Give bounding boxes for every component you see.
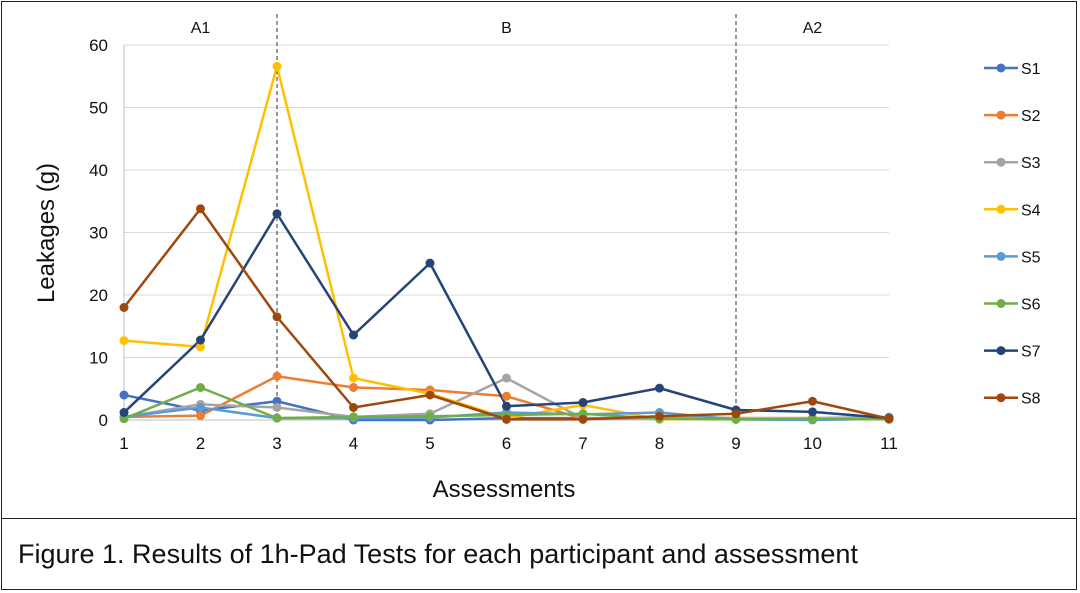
data-point-s1 bbox=[272, 396, 282, 406]
series-line-s4 bbox=[123, 65, 890, 421]
x-tick-label: 9 bbox=[731, 434, 740, 453]
data-point-s8 bbox=[731, 409, 741, 419]
data-point-s7 bbox=[808, 407, 817, 417]
data-point-s8 bbox=[502, 414, 511, 424]
x-tick-label: 7 bbox=[578, 434, 587, 453]
data-point-s8 bbox=[425, 390, 435, 400]
series-points bbox=[119, 61, 894, 425]
data-point-s7 bbox=[119, 408, 129, 417]
phase-label: A2 bbox=[803, 20, 823, 37]
data-point-s7 bbox=[578, 398, 588, 407]
data-point-s6 bbox=[808, 414, 817, 424]
data-point-s6 bbox=[425, 411, 435, 421]
phase-dividers bbox=[276, 14, 737, 420]
data-point-s8 bbox=[119, 303, 129, 312]
x-tick-label: 3 bbox=[272, 434, 281, 453]
data-point-s7 bbox=[655, 383, 664, 393]
data-point-s6 bbox=[272, 413, 282, 423]
legend-label-s3: S3 bbox=[1021, 155, 1041, 172]
legend-marker-s6 bbox=[996, 299, 1006, 308]
y-axis-title: Leakages (g) bbox=[33, 163, 60, 303]
caption-box: Figure 1. Results of 1h-Pad Tests for ea… bbox=[1, 518, 1077, 590]
data-point-s8 bbox=[655, 411, 664, 421]
data-point-s8 bbox=[808, 396, 817, 406]
y-tick-label: 40 bbox=[89, 161, 108, 180]
x-tick-label: 1 bbox=[119, 434, 128, 453]
gridlines bbox=[123, 44, 889, 421]
y-tick-label: 10 bbox=[89, 349, 108, 368]
legend-label-s7: S7 bbox=[1021, 344, 1041, 361]
y-tick-label: 50 bbox=[89, 99, 108, 118]
data-point-s8 bbox=[272, 312, 282, 322]
legend-marker-s1 bbox=[996, 63, 1006, 73]
phase-label: A1 bbox=[191, 20, 211, 37]
data-point-s1 bbox=[119, 390, 129, 400]
series-line-s7 bbox=[123, 212, 890, 420]
data-point-s6 bbox=[196, 383, 205, 392]
legend-marker-s5 bbox=[996, 251, 1006, 261]
legend: S1 S2 S3 S4 S5 S6 S7 S8 bbox=[984, 61, 1041, 408]
legend-label-s8: S8 bbox=[1021, 391, 1041, 408]
data-point-s4 bbox=[272, 61, 282, 71]
data-point-s8 bbox=[349, 403, 358, 412]
data-point-s7 bbox=[502, 401, 511, 411]
legend-marker-s4 bbox=[996, 204, 1006, 214]
data-point-s8 bbox=[884, 414, 894, 424]
legend-label-s4: S4 bbox=[1021, 202, 1041, 219]
x-tick-labels: 1 2 3 4 5 6 7 8 9 10 11 bbox=[119, 434, 898, 453]
x-tick-label: 10 bbox=[803, 434, 822, 453]
data-point-s7 bbox=[272, 209, 282, 219]
legend-marker-s8 bbox=[996, 393, 1006, 403]
y-tick-label: 20 bbox=[89, 286, 108, 305]
legend-label-s2: S2 bbox=[1021, 108, 1041, 125]
legend-label-s1: S1 bbox=[1021, 61, 1041, 78]
y-tick-label: 0 bbox=[99, 411, 108, 430]
data-point-s4 bbox=[349, 373, 358, 383]
data-point-s7 bbox=[425, 258, 435, 268]
legend-label-s5: S5 bbox=[1021, 249, 1041, 266]
data-point-s8 bbox=[578, 414, 588, 424]
data-point-s6 bbox=[119, 414, 129, 424]
x-tick-label: 8 bbox=[655, 434, 664, 453]
data-point-s2 bbox=[349, 383, 358, 392]
legend-marker-s7 bbox=[996, 346, 1006, 356]
data-point-s7 bbox=[196, 335, 205, 345]
data-point-s2 bbox=[502, 391, 511, 401]
legend-marker-s3 bbox=[996, 157, 1006, 167]
series-lines bbox=[123, 65, 890, 422]
y-tick-label: 30 bbox=[89, 224, 108, 243]
data-point-s3 bbox=[502, 373, 511, 383]
data-point-s6 bbox=[349, 412, 358, 422]
phase-label: B bbox=[501, 20, 512, 37]
x-tick-label: 6 bbox=[502, 434, 511, 453]
series-line-s8 bbox=[123, 207, 890, 421]
legend-label-s6: S6 bbox=[1021, 297, 1041, 314]
data-point-s7 bbox=[349, 330, 358, 340]
data-point-s4 bbox=[119, 336, 129, 346]
data-point-s2 bbox=[196, 411, 205, 421]
figure-caption: Figure 1. Results of 1h-Pad Tests for ea… bbox=[18, 539, 858, 569]
x-axis-title: Assessments bbox=[433, 476, 576, 503]
x-tick-label: 4 bbox=[349, 434, 358, 453]
phase-labels: A1 B A2 bbox=[191, 20, 823, 37]
x-tick-label: 5 bbox=[425, 434, 434, 453]
data-point-s8 bbox=[196, 204, 205, 214]
data-point-s3 bbox=[272, 403, 282, 412]
x-tick-label: 2 bbox=[196, 434, 205, 453]
data-point-s2 bbox=[272, 371, 282, 381]
legend-marker-s2 bbox=[996, 110, 1006, 120]
y-tick-labels: 0 10 20 30 40 50 60 bbox=[89, 36, 108, 430]
data-point-s5 bbox=[196, 403, 205, 412]
data-point-s4 bbox=[196, 342, 205, 352]
x-tick-label: 11 bbox=[880, 434, 898, 453]
y-tick-label: 60 bbox=[89, 36, 108, 55]
